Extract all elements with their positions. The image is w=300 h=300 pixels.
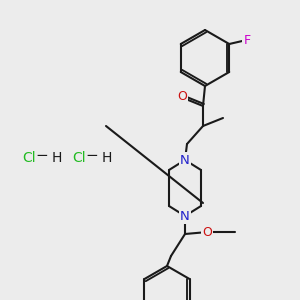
Text: −: − — [85, 148, 98, 164]
Text: Cl: Cl — [22, 151, 36, 165]
Text: N: N — [180, 154, 190, 166]
Text: O: O — [177, 91, 187, 103]
Text: N: N — [180, 209, 190, 223]
Text: F: F — [244, 34, 251, 46]
Text: −: − — [36, 148, 48, 164]
Text: H: H — [52, 151, 62, 165]
Text: H: H — [102, 151, 112, 165]
Text: Cl: Cl — [72, 151, 86, 165]
Text: O: O — [202, 226, 212, 238]
